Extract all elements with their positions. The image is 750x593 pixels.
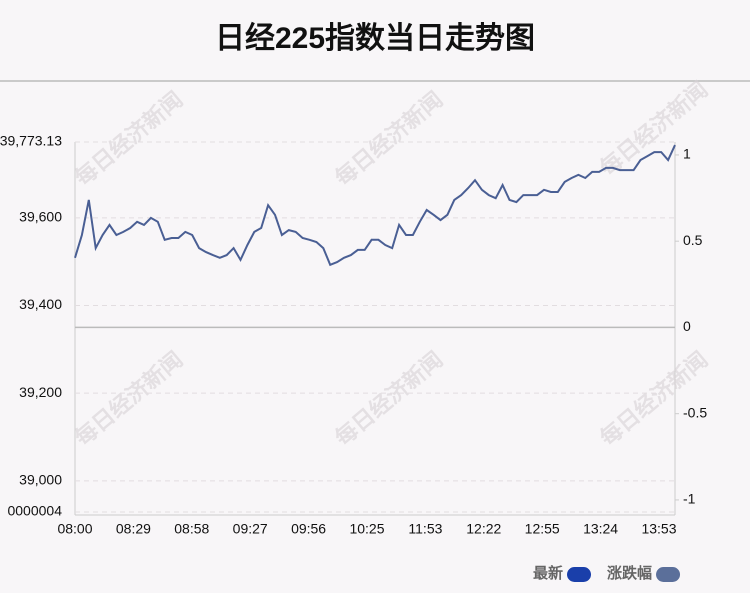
legend-label: 最新 (533, 564, 563, 582)
y2-tick-label: 0.5 (683, 232, 703, 248)
x-tick-label: 10:25 (349, 521, 384, 537)
legend-swatch (567, 567, 592, 582)
price-line (74, 144, 676, 267)
y-tick-label: 0000004 (7, 503, 62, 519)
y2-tick-label: -1 (683, 491, 696, 507)
x-tick-label: 09:56 (291, 521, 326, 537)
x-tick-label: 13:24 (583, 521, 618, 537)
x-tick-label: 08:58 (174, 521, 209, 537)
x-tick-label: 08:00 (57, 521, 92, 537)
x-tick-label: 12:55 (525, 521, 560, 537)
x-tick-label: 12:22 (466, 521, 501, 537)
y-tick-label: 39,000 (19, 472, 62, 488)
y2-tick-label: 0 (683, 318, 691, 334)
y-tick-label: 39,400 (19, 296, 62, 312)
y2-tick-label: 1 (683, 146, 691, 162)
legend-swatch (656, 567, 681, 582)
x-tick-label: 11:53 (408, 521, 442, 537)
y2-tick-label: -0.5 (683, 404, 707, 420)
legend-label: 涨跌幅 (607, 564, 652, 582)
y-tick-label: 39,200 (19, 384, 62, 400)
x-tick-label: 09:27 (233, 521, 268, 537)
x-tick-label: 13:53 (641, 521, 676, 537)
chart-title: 日经225指数当日走势图 (215, 21, 535, 55)
y-tick-label: 39,600 (19, 209, 62, 225)
x-tick-label: 08:29 (116, 521, 151, 537)
y-tick-label: 39,773.13 (0, 133, 62, 149)
